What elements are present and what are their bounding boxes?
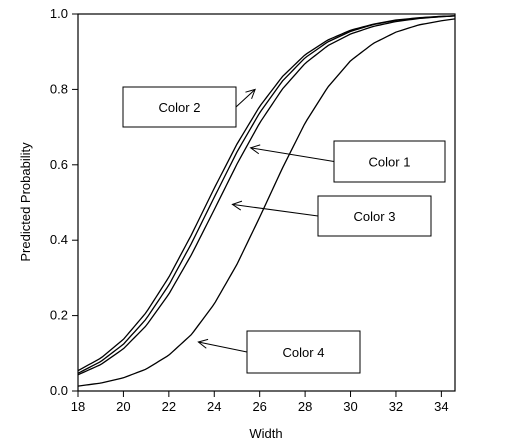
x-tick-label: 30 (343, 399, 357, 414)
callout-arrow-line (235, 89, 256, 108)
annotations: Color 2 Color 1 Color 3 Color 4 (122, 86, 446, 374)
callout-label: Color 4 (283, 345, 325, 360)
y-axis-ticks: 0.0 0.2 0.4 0.6 0.8 1.0 (50, 6, 78, 398)
callout-label: Color 1 (369, 155, 411, 170)
callout-color-2: Color 2 (122, 86, 256, 128)
callout-arrow-line (198, 341, 248, 353)
y-tick-label: 1.0 (50, 6, 68, 21)
callout-color-3: Color 3 (231, 195, 432, 237)
y-tick-label: 0.8 (50, 81, 68, 96)
y-tick-label: 0.4 (50, 232, 68, 247)
callout-arrow-head (245, 88, 256, 99)
series-line-color-4 (77, 18, 456, 387)
x-axis-title: Width (249, 426, 282, 441)
series-line-color-2 (77, 15, 456, 372)
x-tick-label: 26 (252, 399, 266, 414)
callout-arrow-line (232, 203, 319, 217)
callout-label: Color 2 (159, 100, 201, 115)
callout-arrow-line (250, 147, 335, 162)
callout-color-1: Color 1 (249, 140, 446, 183)
callout-arrow-head (249, 144, 261, 155)
series-lines (77, 15, 456, 387)
series-line-color-3 (77, 15, 456, 376)
x-tick-label: 32 (389, 399, 403, 414)
x-tick-label: 22 (162, 399, 176, 414)
callout-arrow-head (231, 200, 243, 211)
callout-color-4: Color 4 (197, 330, 361, 374)
x-tick-label: 34 (434, 399, 448, 414)
x-tick-label: 24 (207, 399, 221, 414)
x-tick-label: 20 (116, 399, 130, 414)
y-tick-label: 0.0 (50, 383, 68, 398)
y-tick-label: 0.2 (50, 308, 68, 323)
y-tick-label: 0.6 (50, 157, 68, 172)
x-tick-label: 28 (298, 399, 312, 414)
callout-box (122, 86, 237, 128)
x-tick-label: 18 (71, 399, 85, 414)
callout-arrow-head (197, 338, 209, 349)
callout-box (317, 195, 432, 237)
callout-box (333, 140, 446, 183)
callout-label: Color 3 (354, 209, 396, 224)
y-axis-title: Predicted Probability (18, 142, 33, 262)
x-axis-ticks: 18 20 22 24 26 28 30 32 34 (71, 391, 449, 414)
